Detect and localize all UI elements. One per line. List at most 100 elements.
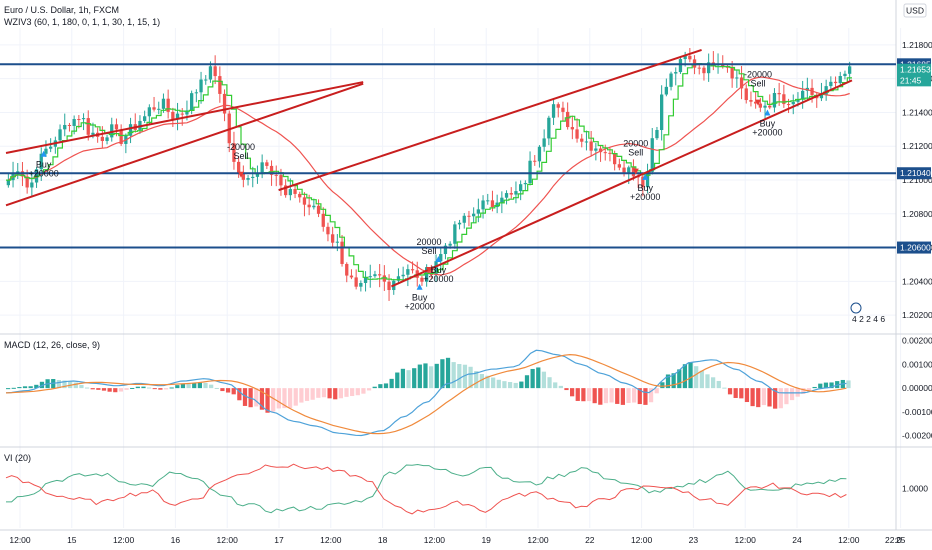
candle[interactable] (495, 194, 499, 214)
candle[interactable] (481, 195, 485, 219)
candle[interactable] (575, 118, 579, 143)
candle-body[interactable] (547, 117, 551, 139)
candle-body[interactable] (594, 148, 598, 151)
candle[interactable] (551, 98, 556, 126)
candle[interactable] (500, 191, 504, 214)
candle[interactable] (472, 207, 476, 224)
candle-body[interactable] (838, 76, 842, 84)
candle[interactable] (509, 187, 513, 199)
candle[interactable] (547, 115, 551, 146)
candle[interactable] (598, 145, 603, 162)
candle-body[interactable] (434, 261, 438, 276)
candle[interactable] (528, 151, 532, 186)
currency-button[interactable]: USD (903, 3, 927, 18)
candle-body[interactable] (486, 200, 490, 202)
candle-body[interactable] (316, 205, 321, 214)
candle[interactable] (735, 69, 739, 88)
candle[interactable] (152, 96, 156, 112)
candle-body[interactable] (439, 254, 443, 262)
candle-body[interactable] (589, 141, 593, 151)
candle[interactable] (246, 175, 250, 186)
candle-body[interactable] (749, 100, 753, 102)
channel-trendline[interactable] (390, 79, 853, 288)
candle-body[interactable] (255, 172, 260, 177)
candle-body[interactable] (655, 130, 659, 139)
macd-histogram[interactable] (6, 357, 851, 413)
candle-body[interactable] (660, 94, 664, 131)
candle[interactable] (293, 184, 297, 199)
currency-button-frame[interactable] (903, 3, 927, 18)
candle[interactable] (453, 221, 457, 249)
candle-body[interactable] (363, 277, 368, 283)
candle-body[interactable] (368, 276, 372, 278)
candle-body[interactable] (293, 189, 297, 194)
candle-body[interactable] (429, 267, 433, 276)
candle[interactable] (255, 165, 260, 184)
candle[interactable] (744, 84, 748, 104)
candle[interactable] (833, 76, 838, 88)
candle-body[interactable] (180, 113, 184, 115)
candle-body[interactable] (514, 191, 518, 195)
candle[interactable] (782, 84, 786, 108)
candle[interactable] (157, 101, 161, 115)
candle-body[interactable] (608, 152, 612, 154)
buy-signal[interactable]: Buy+20000 (28, 150, 59, 179)
candle[interactable] (580, 133, 584, 148)
candle[interactable] (730, 60, 734, 88)
channel-trendline[interactable] (278, 49, 702, 192)
candle-body[interactable] (119, 129, 123, 144)
candle-body[interactable] (519, 184, 523, 192)
candle[interactable] (302, 192, 307, 217)
candle-body[interactable] (490, 200, 495, 208)
candle-body[interactable] (523, 183, 527, 185)
candle-body[interactable] (246, 178, 250, 180)
candle-body[interactable] (387, 281, 391, 291)
candle-body[interactable] (542, 138, 546, 147)
candle-body[interactable] (603, 152, 607, 154)
candle-body[interactable] (279, 175, 283, 186)
candle[interactable] (664, 78, 668, 97)
candle-body[interactable] (100, 136, 104, 142)
candle-body[interactable] (288, 189, 292, 196)
candle[interactable] (312, 198, 316, 210)
candle-body[interactable] (321, 213, 325, 227)
candle-body[interactable] (613, 153, 617, 165)
candle[interactable] (288, 178, 292, 201)
candle[interactable] (30, 171, 34, 197)
candle[interactable] (143, 110, 147, 123)
candle-body[interactable] (396, 276, 401, 281)
buy-signal[interactable]: Buy+20000 (423, 256, 454, 284)
candle-body[interactable] (410, 269, 415, 271)
candle-body[interactable] (683, 55, 687, 60)
candle-body[interactable] (500, 197, 504, 203)
candle-body[interactable] (302, 197, 307, 205)
candle[interactable] (194, 89, 198, 103)
candle-body[interactable] (509, 193, 513, 195)
candle-body[interactable] (331, 234, 335, 243)
candle-body[interactable] (105, 137, 109, 142)
candle-body[interactable] (688, 55, 692, 60)
candle[interactable] (331, 226, 335, 247)
candle[interactable] (175, 102, 180, 131)
candle[interactable] (801, 80, 805, 109)
candle-body[interactable] (401, 274, 405, 277)
candle-body[interactable] (702, 67, 706, 74)
candle[interactable] (533, 155, 537, 166)
candle-body[interactable] (721, 64, 725, 67)
candle[interactable] (768, 94, 772, 110)
candle[interactable] (462, 213, 466, 229)
candle-body[interactable] (335, 241, 339, 243)
candle[interactable] (349, 269, 354, 280)
candle[interactable] (368, 264, 372, 288)
candle-body[interactable] (580, 138, 584, 142)
candle-body[interactable] (598, 148, 603, 153)
candle-body[interactable] (641, 176, 645, 188)
candle-body[interactable] (664, 86, 668, 95)
candle[interactable] (363, 271, 368, 292)
candle[interactable] (204, 75, 208, 85)
candle[interactable] (86, 110, 90, 141)
candle-body[interactable] (462, 215, 466, 223)
